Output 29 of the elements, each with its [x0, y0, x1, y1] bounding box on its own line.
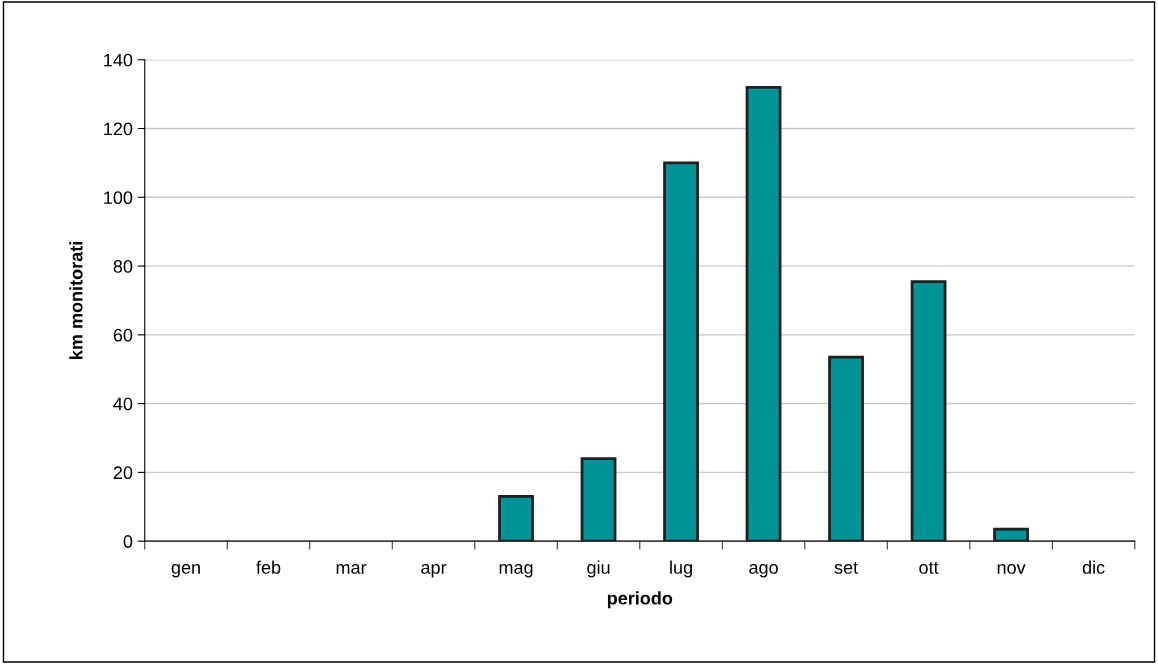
y-tick-label: 140	[104, 53, 133, 67]
x-tick-label: ago	[749, 563, 778, 578]
y-tick-label: 120	[104, 122, 133, 136]
bar	[745, 85, 782, 542]
x-tick-label: dic	[1082, 560, 1105, 574]
x-tick-label: set	[834, 562, 858, 574]
x-tick-label: nov	[997, 563, 1026, 574]
y-tick-label: 100	[104, 191, 133, 205]
x-axis-title: periodo	[607, 591, 673, 609]
y-tick-label: 20	[113, 466, 133, 480]
x-tick-label: feb	[256, 560, 281, 574]
bar	[498, 495, 534, 542]
bar	[580, 457, 617, 542]
y-tick-label: 60	[113, 328, 133, 342]
y-axis-title: km monitorati	[69, 242, 83, 359]
bar	[910, 280, 947, 542]
y-tick-label: 80	[113, 260, 133, 273]
x-tick-label: lug	[670, 560, 692, 578]
x-tick-label: mag	[499, 563, 533, 578]
x-tick-label: apr	[421, 563, 447, 578]
x-tick-label: gen	[171, 563, 200, 578]
bar	[828, 355, 864, 542]
x-tick-label: giu	[587, 560, 610, 578]
y-tick-label: 0	[123, 535, 133, 548]
bar	[993, 527, 1029, 542]
bar	[663, 161, 699, 542]
x-tick-label: ott	[919, 562, 939, 574]
y-tick-label: 40	[113, 397, 133, 411]
x-tick-label: mar	[336, 563, 367, 574]
